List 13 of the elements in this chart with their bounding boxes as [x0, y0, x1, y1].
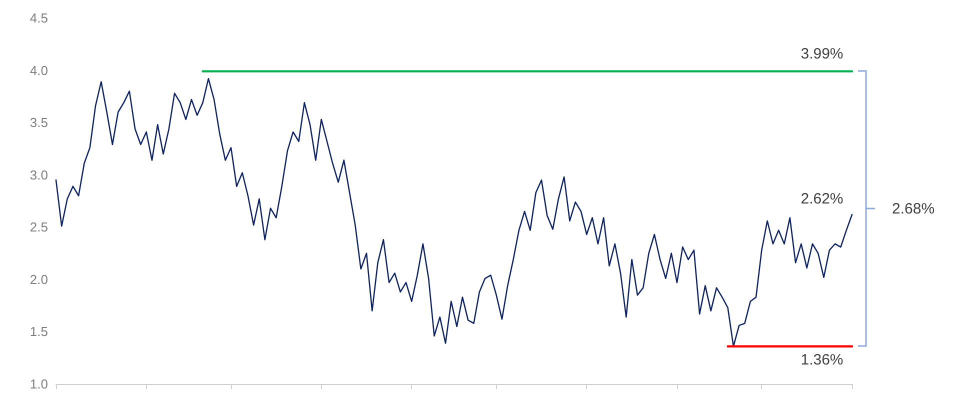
annotation: 3.99%: [800, 45, 844, 62]
annotation: 2.62%: [800, 190, 844, 208]
y-tick-label: 2.5: [30, 220, 48, 235]
y-tick-label: 3.0: [30, 167, 48, 182]
y-tick-label: 1.5: [30, 324, 48, 340]
y-tick-label: 4.5: [30, 10, 48, 26]
y-tick-label: 1.0: [30, 376, 48, 392]
text: 2.68%: [892, 200, 935, 218]
annotation: 1.36%: [800, 351, 844, 368]
line-series: [55, 78, 853, 348]
y-tick-label: 3.5: [30, 115, 48, 130]
y-tick-label: 4.0: [30, 62, 48, 78]
y-tick-label: 2.0: [30, 272, 48, 287]
